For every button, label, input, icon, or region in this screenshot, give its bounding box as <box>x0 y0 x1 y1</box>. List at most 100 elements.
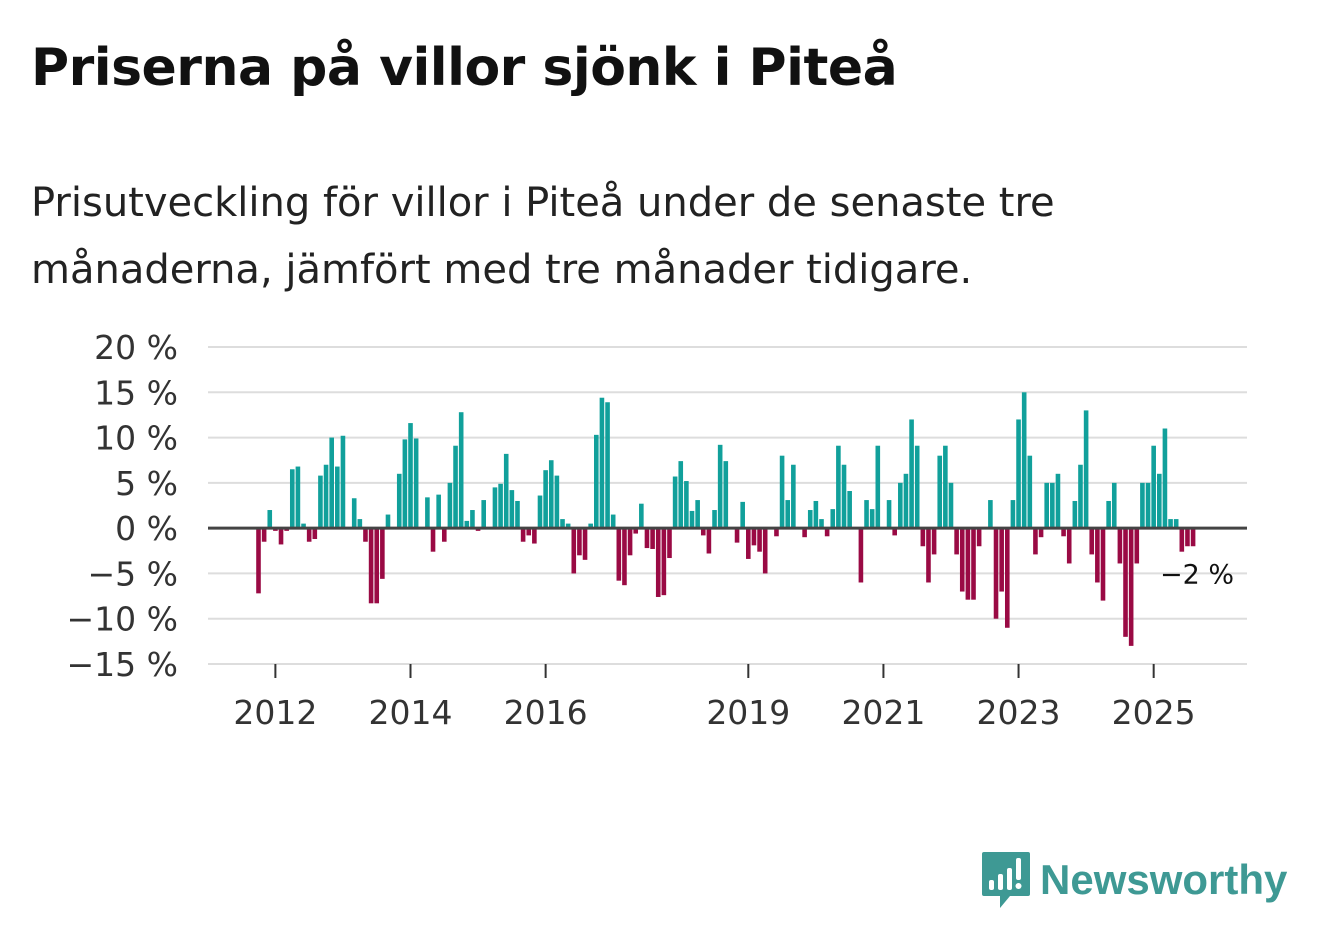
bar <box>526 528 532 536</box>
bar <box>824 528 830 537</box>
bar <box>503 453 509 529</box>
bar <box>380 528 385 579</box>
y-tick-label: 0 % <box>115 509 178 548</box>
bar <box>413 438 419 529</box>
y-tick-label: 10 % <box>94 419 178 458</box>
bar <box>706 528 712 554</box>
bar <box>937 455 943 529</box>
bar <box>802 528 807 538</box>
y-tick-label: 15 % <box>94 373 178 412</box>
bar <box>1100 528 1106 601</box>
x-tick-label: 2025 <box>1112 693 1196 732</box>
bar <box>1123 528 1128 637</box>
bar <box>1066 528 1072 564</box>
bar <box>1179 528 1185 552</box>
bar <box>492 487 498 529</box>
bar <box>672 476 678 529</box>
bar <box>791 464 796 529</box>
bar <box>976 528 982 547</box>
bar <box>605 402 610 529</box>
bar <box>875 445 881 529</box>
chart-subtitle: Prisutveckling för villor i Piteå under … <box>31 180 1055 293</box>
bar <box>661 528 667 596</box>
newsworthy-logo[interactable]: Newsworthy <box>980 850 1287 910</box>
bar <box>1095 528 1100 583</box>
bar <box>712 510 717 529</box>
bar <box>1061 528 1066 537</box>
bar <box>650 528 655 549</box>
bar <box>594 434 599 529</box>
bar <box>734 528 740 543</box>
bar <box>700 528 706 536</box>
bar <box>847 491 852 529</box>
bar <box>1128 528 1134 646</box>
bar <box>898 482 903 529</box>
bar <box>261 528 267 542</box>
bar <box>622 528 627 586</box>
bar <box>340 435 346 529</box>
bar <box>943 445 948 529</box>
bar <box>509 490 515 529</box>
bar <box>948 482 954 529</box>
bar <box>1185 528 1190 547</box>
bar <box>1151 445 1156 529</box>
y-tick-label: 20 % <box>94 328 178 367</box>
x-tick-label: 2014 <box>369 693 453 732</box>
bar <box>830 509 836 529</box>
bar <box>999 528 1004 592</box>
bar <box>616 528 622 581</box>
bar <box>1055 473 1061 529</box>
bar <box>1078 464 1083 529</box>
bar <box>633 528 639 534</box>
bar <box>256 528 261 594</box>
bars <box>256 392 1196 646</box>
x-tick-label: 2012 <box>233 693 317 732</box>
bar <box>762 528 768 574</box>
bar <box>436 494 441 529</box>
x-axis: 2012 2014 2016 2019 2021 2023 2025 <box>208 663 1247 732</box>
bar <box>644 528 650 549</box>
bar <box>447 482 453 529</box>
bar <box>717 444 723 529</box>
bar <box>560 519 565 529</box>
bar <box>571 528 577 574</box>
bar <box>402 439 408 529</box>
bar-chart: 20 %15 %10 %5 %0 %−5 %−10 %−15 % 2012 201… <box>67 328 1247 732</box>
bar <box>1117 528 1123 564</box>
bar <box>858 528 864 583</box>
bar <box>498 483 503 529</box>
bar <box>655 528 661 597</box>
bar <box>425 497 430 529</box>
bar <box>819 519 824 529</box>
bar <box>751 528 757 546</box>
bar <box>757 528 762 552</box>
bar <box>295 466 301 529</box>
bar <box>785 500 791 529</box>
bar <box>993 528 999 619</box>
bar <box>396 473 402 529</box>
bar <box>931 528 937 555</box>
bar <box>441 528 447 542</box>
bar <box>841 464 847 529</box>
bar <box>1140 482 1145 529</box>
bar <box>774 528 779 537</box>
bar <box>740 501 745 529</box>
bar <box>746 528 751 559</box>
bar <box>892 528 897 536</box>
bar <box>959 528 965 592</box>
bar <box>954 528 959 555</box>
bar <box>886 500 892 529</box>
y-tick-label: −5 % <box>88 554 179 593</box>
bar <box>588 523 593 529</box>
bar <box>965 528 971 600</box>
brand-name: Newsworthy <box>1040 856 1288 903</box>
y-tick-label: −15 % <box>67 645 179 684</box>
bar <box>678 461 684 529</box>
bar <box>464 520 470 529</box>
bar <box>695 500 700 529</box>
y-tick-label: −10 % <box>67 600 179 639</box>
bar <box>1145 482 1151 529</box>
bar <box>289 469 295 529</box>
newsworthy-logo-icon <box>982 852 1030 908</box>
bar <box>453 445 458 529</box>
